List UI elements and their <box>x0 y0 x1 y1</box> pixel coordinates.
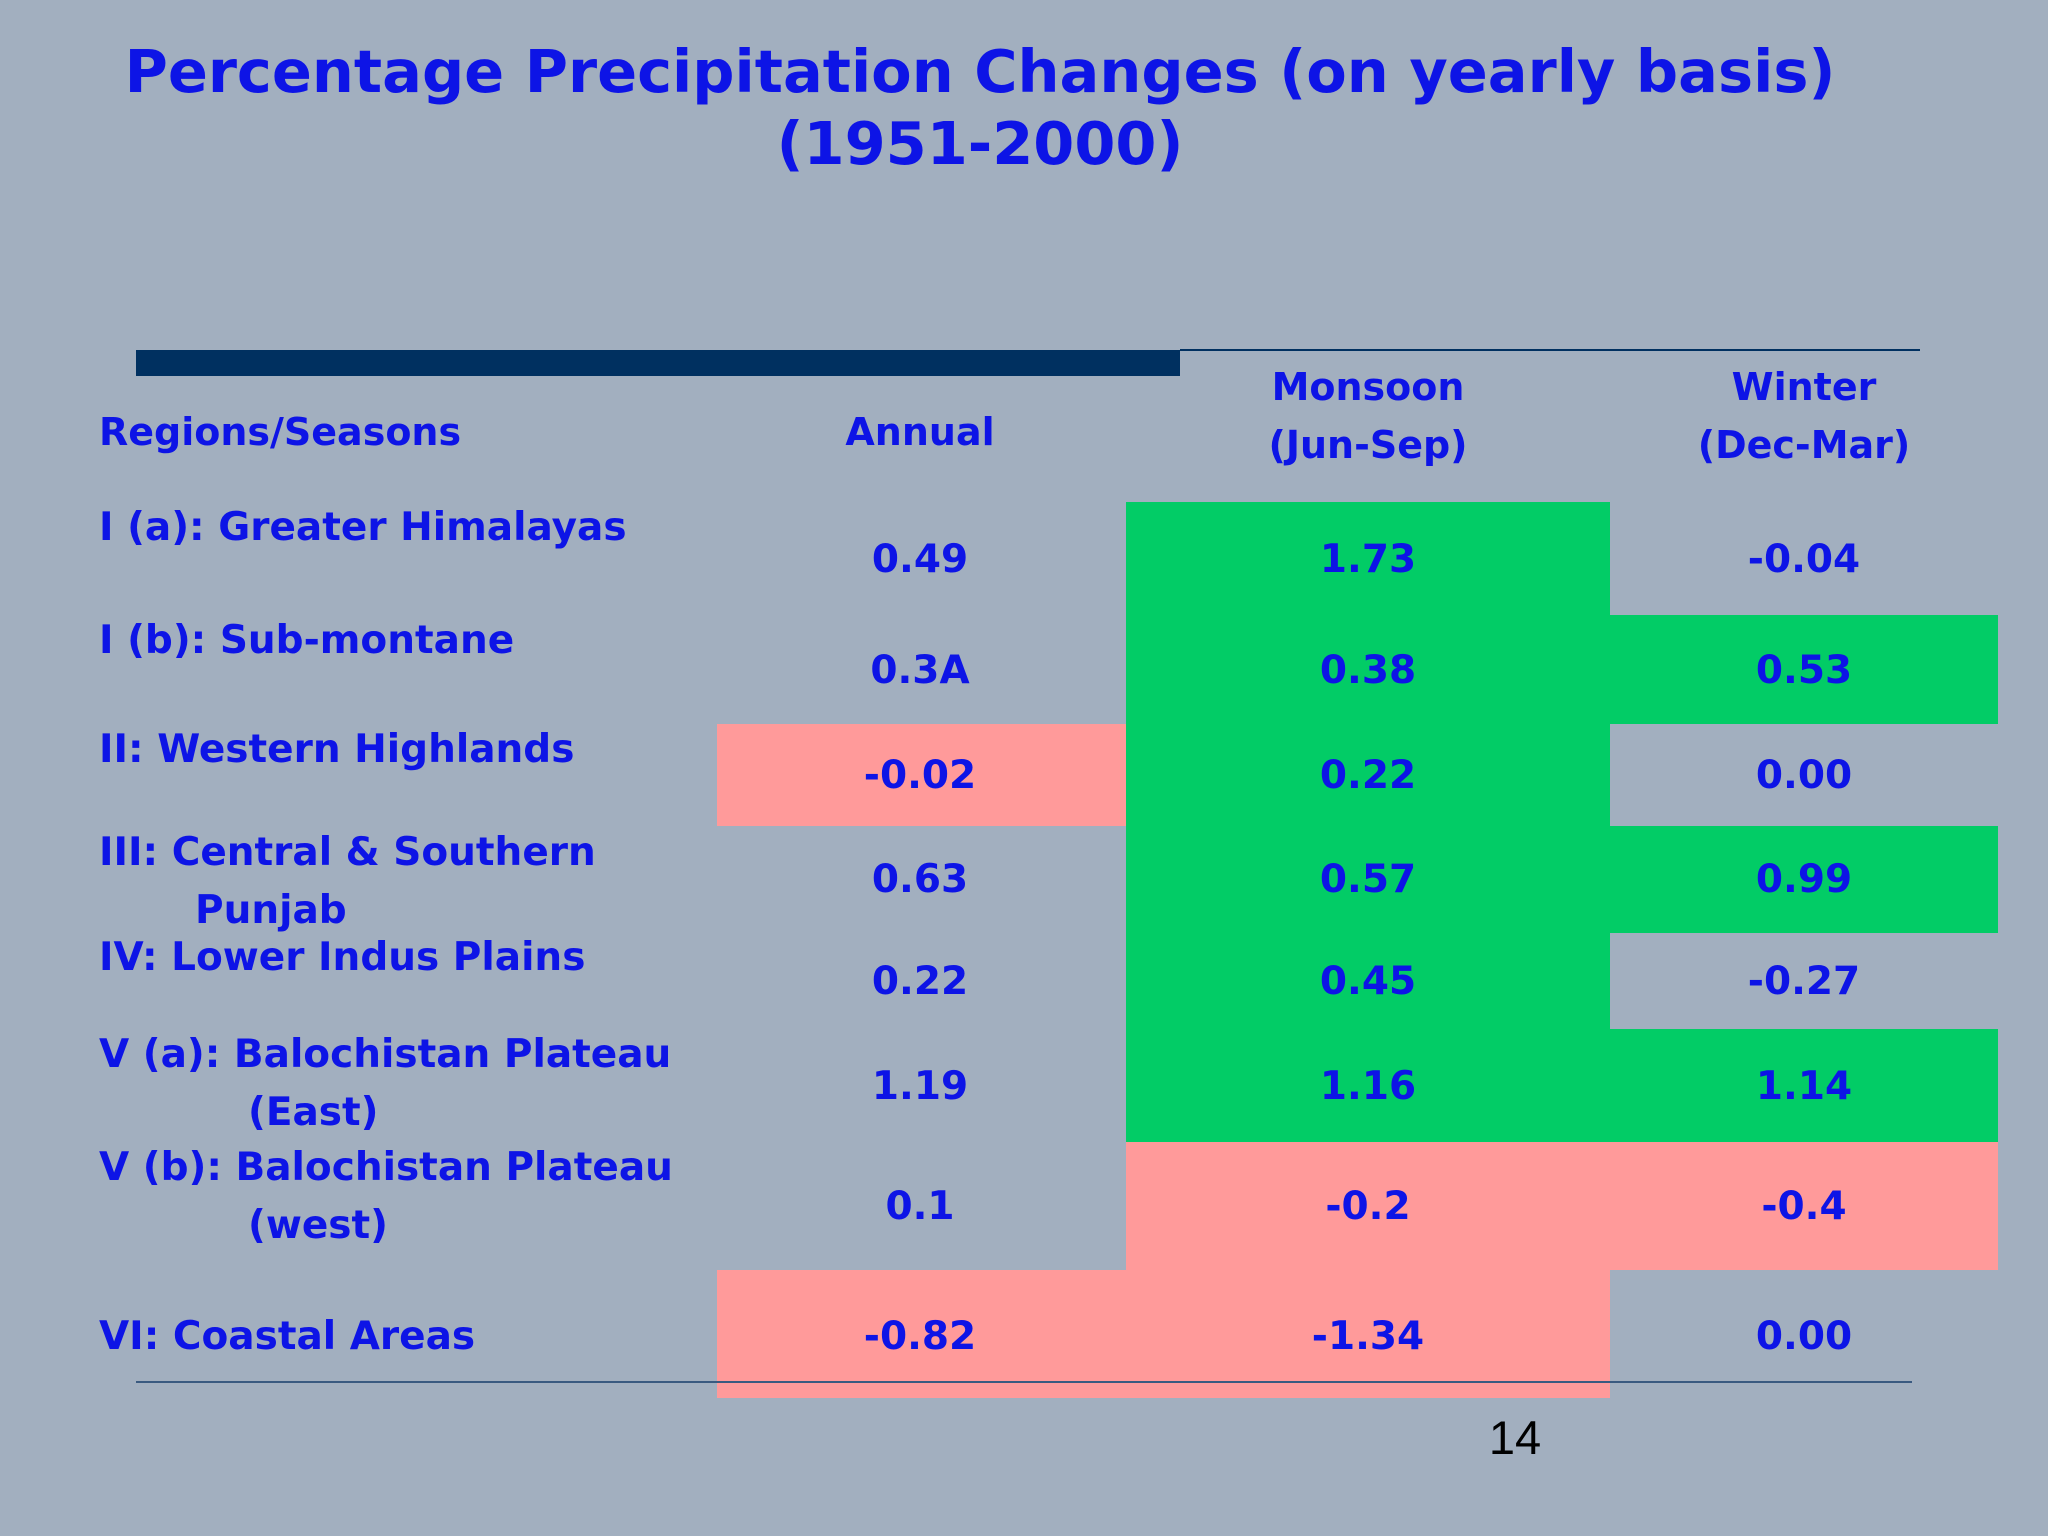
row-8-region-line-1: VI: Coastal Areas <box>99 1314 476 1359</box>
row-1-annual: 0.49 <box>871 537 969 582</box>
header-winter-line-1: Winter <box>1731 365 1877 409</box>
header-monsoon: Monsoon (Jun-Sep) <box>1218 358 1518 474</box>
header-winter-line-2: (Dec-Mar) <box>1697 423 1911 467</box>
row-8-region: VI: Coastal Areas <box>99 1308 475 1366</box>
cell-bg-annual-row-3 <box>717 724 1126 826</box>
header-annual: Annual <box>845 410 995 454</box>
table-bottom-rule <box>136 1381 1912 1383</box>
header-monsoon-line-2: (Jun-Sep) <box>1268 423 1468 467</box>
row-6-region: V (a): Balochistan Plateau (East) <box>99 1026 671 1142</box>
row-3-monsoon: 0.22 <box>1319 753 1417 798</box>
row-7-annual: 0.1 <box>885 1184 955 1229</box>
row-4-winter: 0.99 <box>1755 857 1853 902</box>
row-2-monsoon: 0.38 <box>1319 648 1417 693</box>
row-6-region-line-1: V (a): Balochistan Plateau <box>99 1032 672 1077</box>
row-5-winter: -0.27 <box>1747 959 1861 1004</box>
row-2-annual: 0.3A <box>870 648 970 693</box>
row-8-annual: -0.82 <box>863 1314 977 1359</box>
row-7-monsoon: -0.2 <box>1325 1184 1411 1229</box>
row-3-region-line-1: II: Western Highlands <box>99 727 575 772</box>
row-5-region: IV: Lower Indus Plains <box>99 929 585 987</box>
row-1-monsoon: 1.73 <box>1319 537 1417 582</box>
row-7-region-line-1: V (b): Balochistan Plateau <box>99 1145 673 1190</box>
title-line-1: Percentage Precipitation Changes (on yea… <box>124 37 1836 106</box>
row-2-winter: 0.53 <box>1755 648 1853 693</box>
cell-bg-winter-row-4 <box>1610 826 1998 933</box>
row-1-region-line-1: I (a): Greater Himalayas <box>99 505 627 550</box>
row-4-region: III: Central & Southern Punjab <box>99 824 596 940</box>
slide-title: Percentage Precipitation Changes (on yea… <box>0 36 1960 180</box>
table-top-rule-thick <box>136 350 1180 376</box>
row-4-monsoon: 0.57 <box>1319 857 1417 902</box>
header-regions: Regions/Seasons <box>99 410 462 454</box>
row-6-annual: 1.19 <box>871 1064 969 1109</box>
slide-number: 14 <box>1488 1411 1542 1464</box>
cell-bg-row-8-annual-monsoon <box>717 1270 1610 1398</box>
cell-bg-monsoon-rows-1-6 <box>1126 502 1610 1142</box>
row-5-monsoon: 0.45 <box>1319 959 1417 1004</box>
row-2-region-line-1: I (b): Sub-montane <box>99 618 515 663</box>
row-7-region-line-2: (west) <box>248 1203 388 1248</box>
row-3-region: II: Western Highlands <box>99 721 574 779</box>
row-6-monsoon: 1.16 <box>1319 1064 1417 1109</box>
row-5-region-line-1: IV: Lower Indus Plains <box>99 935 586 980</box>
row-8-monsoon: -1.34 <box>1311 1314 1425 1359</box>
row-3-winter: 0.00 <box>1755 753 1853 798</box>
row-3-annual: -0.02 <box>863 753 977 798</box>
row-6-winter: 1.14 <box>1755 1064 1853 1109</box>
header-monsoon-line-1: Monsoon <box>1271 365 1465 409</box>
row-8-winter: 0.00 <box>1755 1314 1853 1359</box>
table-top-rule-thin <box>1180 349 1920 351</box>
row-2-region: I (b): Sub-montane <box>99 612 514 670</box>
cell-bg-row-7-monsoon-winter <box>1126 1142 1998 1270</box>
row-7-region: V (b): Balochistan Plateau (west) <box>99 1139 673 1255</box>
cell-bg-winter-row-2 <box>1610 615 1998 724</box>
row-5-annual: 0.22 <box>871 959 969 1004</box>
cell-bg-winter-row-6 <box>1610 1029 1998 1142</box>
row-4-region-line-2: Punjab <box>195 888 347 933</box>
row-4-annual: 0.63 <box>871 857 969 902</box>
row-6-region-line-2: (East) <box>248 1090 379 1135</box>
row-1-region: I (a): Greater Himalayas <box>99 499 627 557</box>
row-1-winter: -0.04 <box>1747 537 1861 582</box>
row-7-winter: -0.4 <box>1761 1184 1847 1229</box>
title-line-2: (1951-2000) <box>776 109 1184 178</box>
row-4-region-line-1: III: Central & Southern <box>99 830 596 875</box>
header-winter: Winter (Dec-Mar) <box>1654 358 1954 474</box>
